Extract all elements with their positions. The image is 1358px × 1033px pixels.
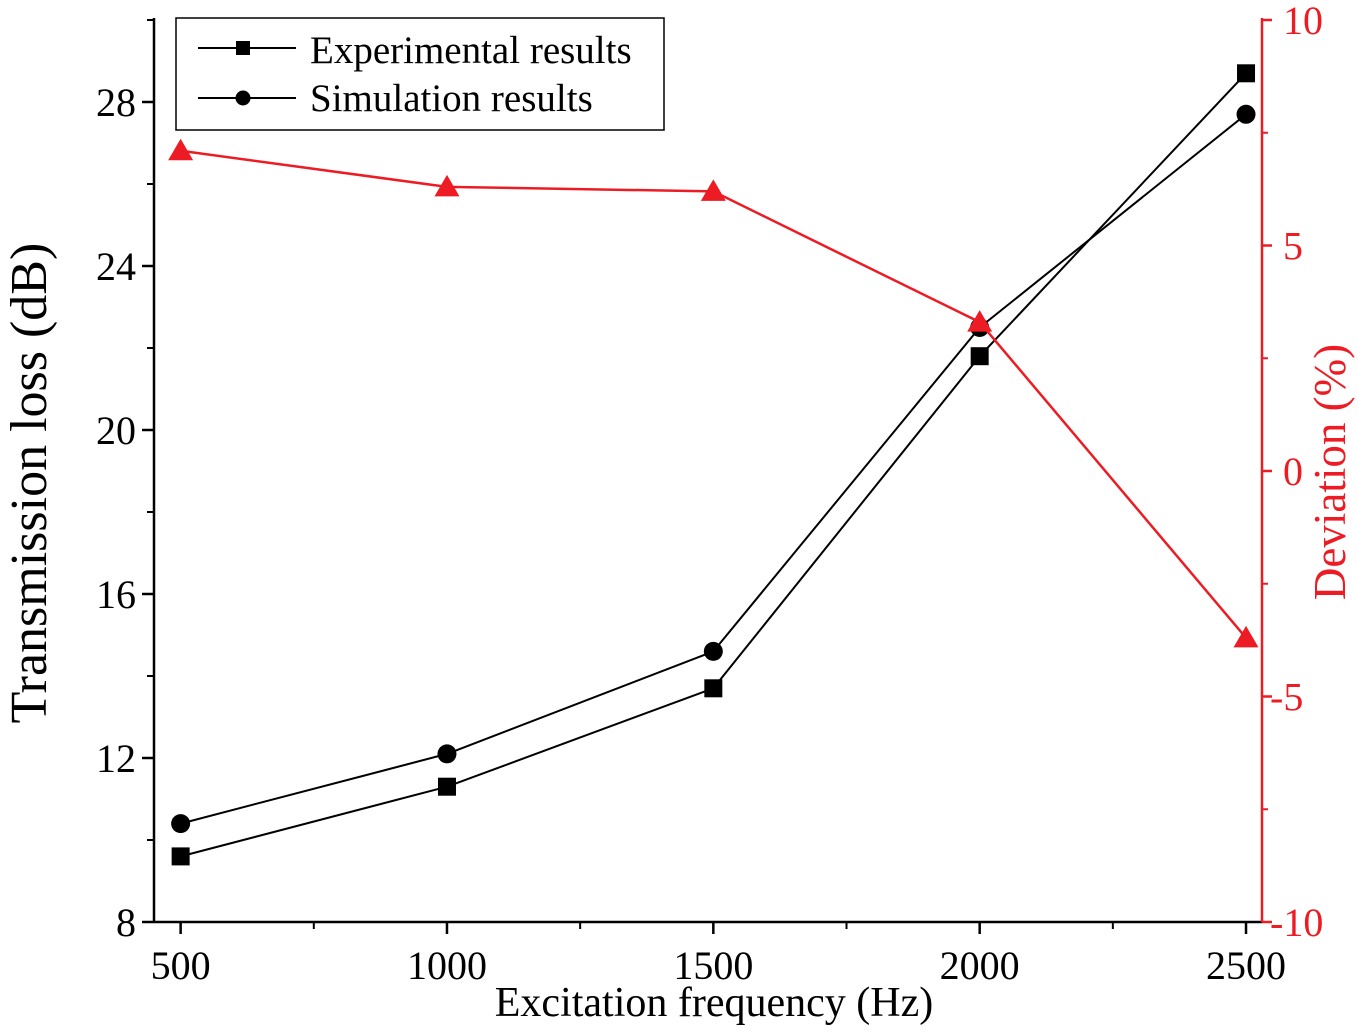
y-axis-right-tick-label: -5 bbox=[1270, 675, 1303, 720]
legend-label-simulation-results: Simulation results bbox=[310, 77, 593, 120]
series-simulation-results-data-point-circle-marker bbox=[171, 814, 191, 834]
series-simulation-results-data-point-circle-marker bbox=[703, 641, 723, 661]
series-simulation-results-line bbox=[180, 113, 1247, 825]
y-axis-left-tick-label: 12 bbox=[96, 736, 136, 781]
x-axis-tick-label: 500 bbox=[151, 943, 211, 988]
series-deviation-0-data-point-triangle-marker bbox=[700, 179, 726, 201]
series-experimental-results-data-point-square-marker bbox=[437, 777, 456, 796]
x-axis-tick-label: 1000 bbox=[407, 943, 487, 988]
y-axis-left-tick-label: 24 bbox=[96, 244, 136, 289]
series-deviation-0-data-point-triangle-marker bbox=[967, 310, 993, 332]
y-axis-left-tick-label: 28 bbox=[96, 80, 136, 125]
legend-entry-simulation-results: Simulation results bbox=[198, 77, 593, 120]
x-axis-tick-label: 1500 bbox=[673, 943, 753, 988]
series-experimental-results bbox=[171, 64, 1256, 866]
series-group bbox=[168, 64, 1259, 866]
axes: 8 12 16 20 24 28 500 1000 1500 2000 2500 10 5 0 -5 -10 bbox=[96, 0, 1323, 988]
y-axis-right-tick-label: 5 bbox=[1283, 224, 1303, 269]
x-axis-tick-label: 2000 bbox=[940, 943, 1020, 988]
legend-label-experimental-results: Experimental results bbox=[310, 29, 632, 72]
x-axis-tick-label: 2500 bbox=[1206, 943, 1286, 988]
series-deviation-0-data-point-triangle-marker bbox=[168, 138, 194, 161]
legend-box bbox=[175, 17, 665, 131]
y-axis-left: 8 12 16 20 24 28 bbox=[96, 18, 156, 945]
x-axis: 500 1000 1500 2000 2500 bbox=[151, 920, 1286, 988]
y-axis-title: Transmission loss (dB) bbox=[1, 243, 58, 724]
legend: Experimental results Simulation results bbox=[175, 17, 665, 131]
series-experimental-results-data-point-square-marker bbox=[970, 347, 989, 366]
series-simulation-results-data-point-circle-marker bbox=[1236, 104, 1256, 124]
series-deviation-0-data-point-triangle-marker bbox=[1233, 625, 1259, 648]
y-axis-left-tick-label: 20 bbox=[96, 408, 136, 453]
y-axis-right-tick-label: -10 bbox=[1270, 900, 1323, 945]
x-axis-title: Excitation frequency (Hz) bbox=[495, 980, 933, 1026]
legend-circle-marker-icon bbox=[235, 90, 251, 106]
y-axis-left-tick-label: 16 bbox=[96, 572, 136, 617]
series-deviation-0-line bbox=[180, 149, 1247, 639]
series-deviation-0-data-point-triangle-marker bbox=[434, 174, 460, 197]
y-axis-right-tick-label: 0 bbox=[1283, 449, 1303, 494]
legend-entry-experimental-results: Experimental results bbox=[198, 29, 632, 72]
legend-square-marker-icon bbox=[236, 41, 250, 55]
series-experimental-results-data-point-square-marker bbox=[1237, 64, 1256, 83]
y-axis-right: 10 5 0 -5 -10 bbox=[1260, 0, 1323, 945]
series-experimental-results-data-point-square-marker bbox=[171, 847, 190, 866]
series-experimental-results-data-point-square-marker bbox=[704, 679, 723, 698]
y-axis-left-tick-label: 8 bbox=[116, 900, 136, 945]
series-simulation-results-data-point-circle-marker bbox=[437, 744, 457, 764]
series-simulation-results bbox=[171, 104, 1256, 834]
series-deviation-0 bbox=[168, 138, 1259, 648]
y-axis-right-tick-label: 10 bbox=[1283, 0, 1323, 43]
y2-axis-title: Deviation (%) bbox=[1305, 344, 1355, 600]
